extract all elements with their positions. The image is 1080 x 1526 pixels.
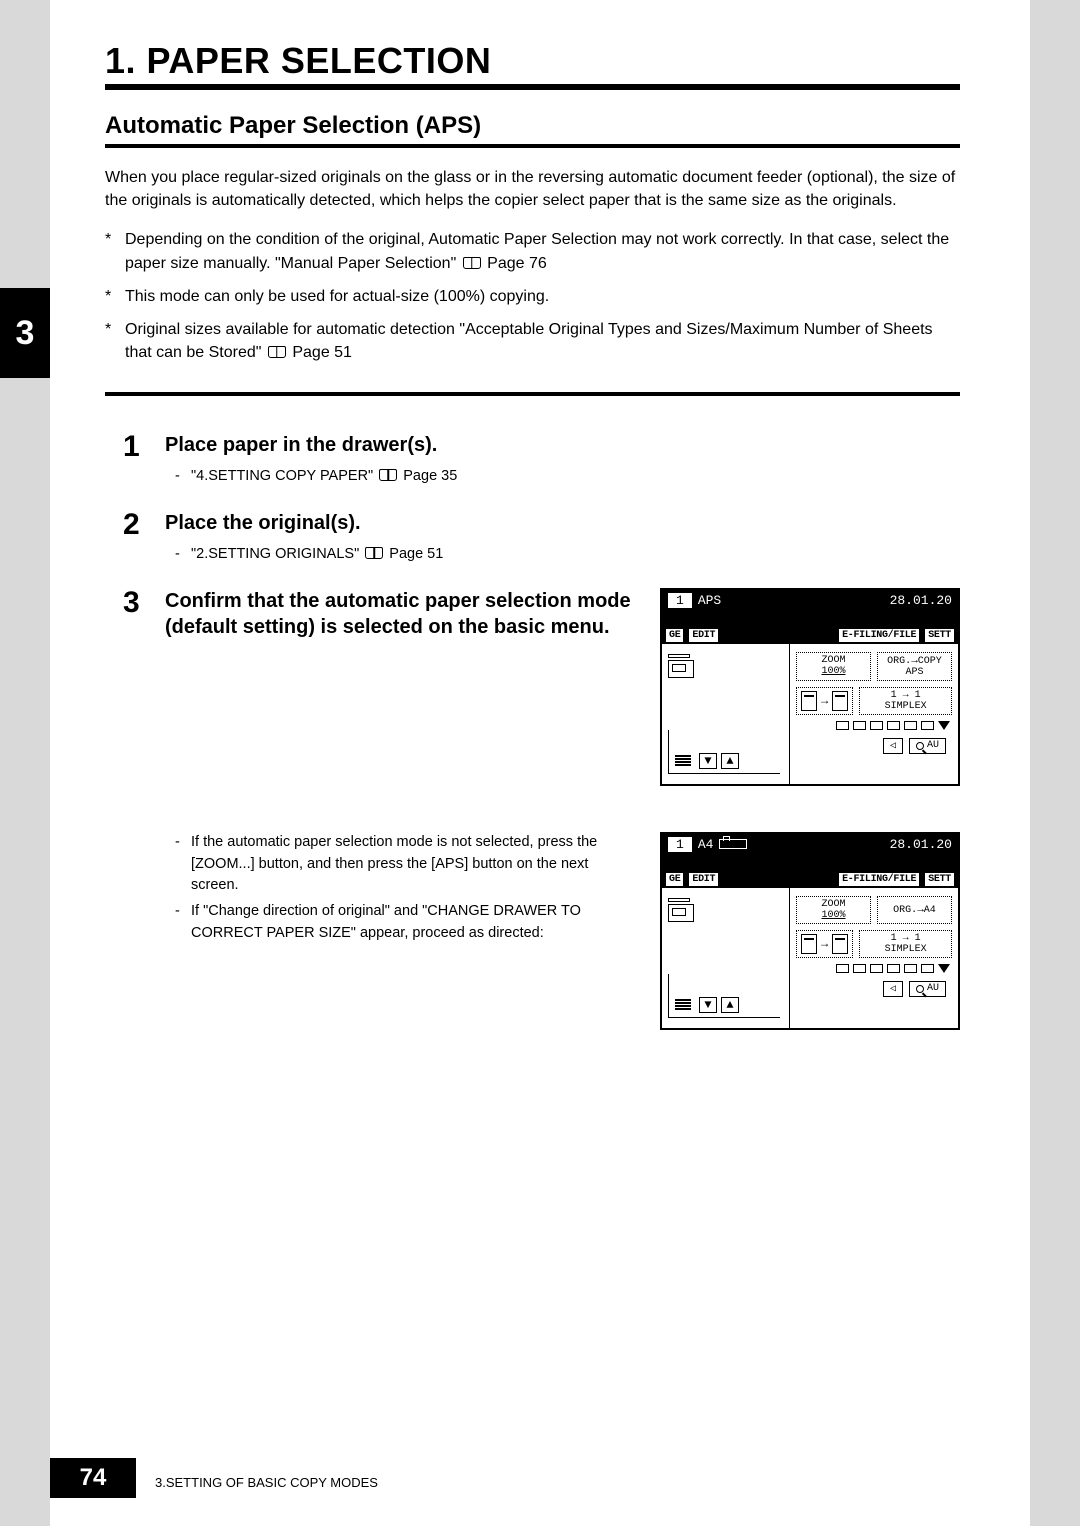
lcd-mode-label: A4 bbox=[698, 837, 714, 852]
magnifier-icon bbox=[916, 985, 924, 993]
lcd-tab[interactable]: GE bbox=[666, 872, 684, 886]
lcd-tabs-row: GE EDIT E-FILING/FILE SETT bbox=[662, 854, 958, 888]
step-title: Place the original(s). bbox=[165, 510, 960, 536]
page-icon bbox=[832, 691, 848, 711]
lcd-top-bar: 1 A4 28.01.20 bbox=[662, 834, 958, 854]
machine-icon bbox=[668, 654, 698, 678]
page: 1. PAPER SELECTION Automatic Paper Selec… bbox=[50, 0, 1030, 1526]
sub-text: "2.SETTING ORIGINALS" bbox=[191, 546, 363, 562]
step-number: 3 bbox=[123, 588, 149, 618]
lcd-tab[interactable]: EDIT bbox=[688, 628, 719, 642]
note-text: Original sizes available for automatic d… bbox=[125, 321, 933, 361]
notes-list: Depending on the condition of the origin… bbox=[105, 228, 960, 396]
tray-icon: ▼ ▲ bbox=[668, 974, 780, 1018]
step-number: 1 bbox=[123, 432, 149, 462]
book-icon bbox=[463, 257, 481, 269]
book-icon bbox=[379, 469, 397, 481]
step: 1 Place paper in the drawer(s). "4.SETTI… bbox=[123, 432, 960, 492]
lcd-tab[interactable]: SETT bbox=[924, 872, 954, 886]
page-icon bbox=[832, 934, 848, 954]
lcd-top-bar: 1 APS 28.01.20 bbox=[662, 590, 958, 610]
note-item: Original sizes available for automatic d… bbox=[105, 318, 960, 364]
staple-indicator-row bbox=[796, 721, 952, 730]
step-sub-item: If "Change direction of original" and "C… bbox=[165, 901, 634, 945]
staple-indicator-row bbox=[796, 964, 952, 973]
up-arrow-button[interactable]: ▲ bbox=[721, 753, 739, 769]
sub-text: "4.SETTING COPY PAPER" bbox=[191, 468, 377, 484]
sub-text: If the automatic paper selection mode is… bbox=[191, 834, 597, 894]
page-footer: 74 3.SETTING OF BASIC COPY MODES bbox=[50, 1458, 1030, 1498]
step: 3 Confirm that the automatic paper selec… bbox=[123, 588, 960, 1030]
lcd-copy-count: 1 bbox=[668, 593, 692, 608]
tray-icon: ▼ ▲ bbox=[668, 730, 780, 774]
back-button[interactable]: ◁ bbox=[883, 738, 903, 754]
step-sub-item: If the automatic paper selection mode is… bbox=[165, 832, 634, 897]
step-sub-item: "4.SETTING COPY PAPER" Page 35 bbox=[165, 466, 960, 488]
book-icon bbox=[268, 346, 286, 358]
lcd-machine-diagram: ▼ ▲ bbox=[662, 644, 790, 784]
lcd-date: 28.01.20 bbox=[890, 837, 952, 852]
au-button[interactable]: AU bbox=[909, 738, 946, 754]
org-copy-chip[interactable]: ORG.→COPYAPS bbox=[877, 652, 952, 681]
lcd-date: 28.01.20 bbox=[890, 593, 952, 608]
up-arrow-button[interactable]: ▲ bbox=[721, 997, 739, 1013]
lcd-copy-count: 1 bbox=[668, 837, 692, 852]
lcd-mode-label: APS bbox=[698, 593, 721, 608]
simplex-chip[interactable]: 1 → 1SIMPLEX bbox=[859, 687, 952, 715]
sub-page-ref: Page 51 bbox=[389, 546, 443, 562]
triangle-down-icon bbox=[938, 964, 950, 973]
step-title: Place paper in the drawer(s). bbox=[165, 432, 960, 458]
sub-page-ref: Page 35 bbox=[403, 468, 457, 484]
steps-list: 1 Place paper in the drawer(s). "4.SETTI… bbox=[105, 432, 960, 1030]
section-title: Automatic Paper Selection (APS) bbox=[105, 112, 960, 148]
au-button[interactable]: AU bbox=[909, 981, 946, 997]
lcd-panel: 1 APS 28.01.20 GE EDIT E-FILING/FILE SET… bbox=[660, 588, 960, 786]
simplex-chip[interactable]: 1 → 1SIMPLEX bbox=[859, 930, 952, 958]
footer-text: 3.SETTING OF BASIC COPY MODES bbox=[155, 1475, 378, 1490]
note-page-ref: Page 51 bbox=[292, 344, 352, 361]
sub-text: If "Change direction of original" and "C… bbox=[191, 903, 581, 941]
step: 2 Place the original(s). "2.SETTING ORIG… bbox=[123, 510, 960, 570]
book-icon bbox=[365, 547, 383, 559]
lcd-tab[interactable]: E-FILING/FILE bbox=[838, 872, 920, 886]
down-arrow-button[interactable]: ▼ bbox=[699, 753, 717, 769]
magnifier-icon bbox=[916, 742, 924, 750]
note-page-ref: Page 76 bbox=[487, 255, 547, 272]
note-text: This mode can only be used for actual-si… bbox=[125, 288, 549, 305]
zoom-chip[interactable]: ZOOM100% bbox=[796, 896, 871, 924]
note-item: Depending on the condition of the origin… bbox=[105, 228, 960, 274]
lcd-machine-diagram: ▼ ▲ bbox=[662, 888, 790, 1028]
lcd-tab[interactable]: SETT bbox=[924, 628, 954, 642]
intro-text: When you place regular-sized originals o… bbox=[105, 166, 960, 212]
chapter-side-tab: 3 bbox=[0, 288, 50, 378]
note-item: This mode can only be used for actual-si… bbox=[105, 285, 960, 308]
zoom-chip[interactable]: ZOOM100% bbox=[796, 652, 871, 681]
org-copy-chip[interactable]: ORG.→A4 bbox=[877, 896, 952, 924]
chapter-title: 1. PAPER SELECTION bbox=[105, 40, 960, 90]
lcd-tab[interactable]: E-FILING/FILE bbox=[838, 628, 920, 642]
step-sub-item: "2.SETTING ORIGINALS" Page 51 bbox=[165, 544, 960, 566]
machine-icon bbox=[668, 898, 698, 922]
triangle-down-icon bbox=[938, 721, 950, 730]
step-number: 2 bbox=[123, 510, 149, 540]
page-icon bbox=[801, 691, 817, 711]
page-icon bbox=[801, 934, 817, 954]
duplex-icons[interactable]: → bbox=[796, 930, 853, 958]
lcd-tabs-row: GE EDIT E-FILING/FILE SETT bbox=[662, 610, 958, 644]
lcd-panel: 1 A4 28.01.20 GE EDIT E-FILING/FILE SETT bbox=[660, 832, 960, 1030]
step-title: Confirm that the automatic paper selecti… bbox=[165, 588, 634, 640]
down-arrow-button[interactable]: ▼ bbox=[699, 997, 717, 1013]
lcd-tab[interactable]: GE bbox=[666, 628, 684, 642]
landscape-icon bbox=[719, 839, 747, 849]
intro-paragraph: When you place regular-sized originals o… bbox=[105, 166, 960, 212]
back-button[interactable]: ◁ bbox=[883, 981, 903, 997]
duplex-icons[interactable]: → bbox=[796, 687, 853, 715]
lcd-tab[interactable]: EDIT bbox=[688, 872, 719, 886]
page-number: 74 bbox=[50, 1458, 136, 1498]
